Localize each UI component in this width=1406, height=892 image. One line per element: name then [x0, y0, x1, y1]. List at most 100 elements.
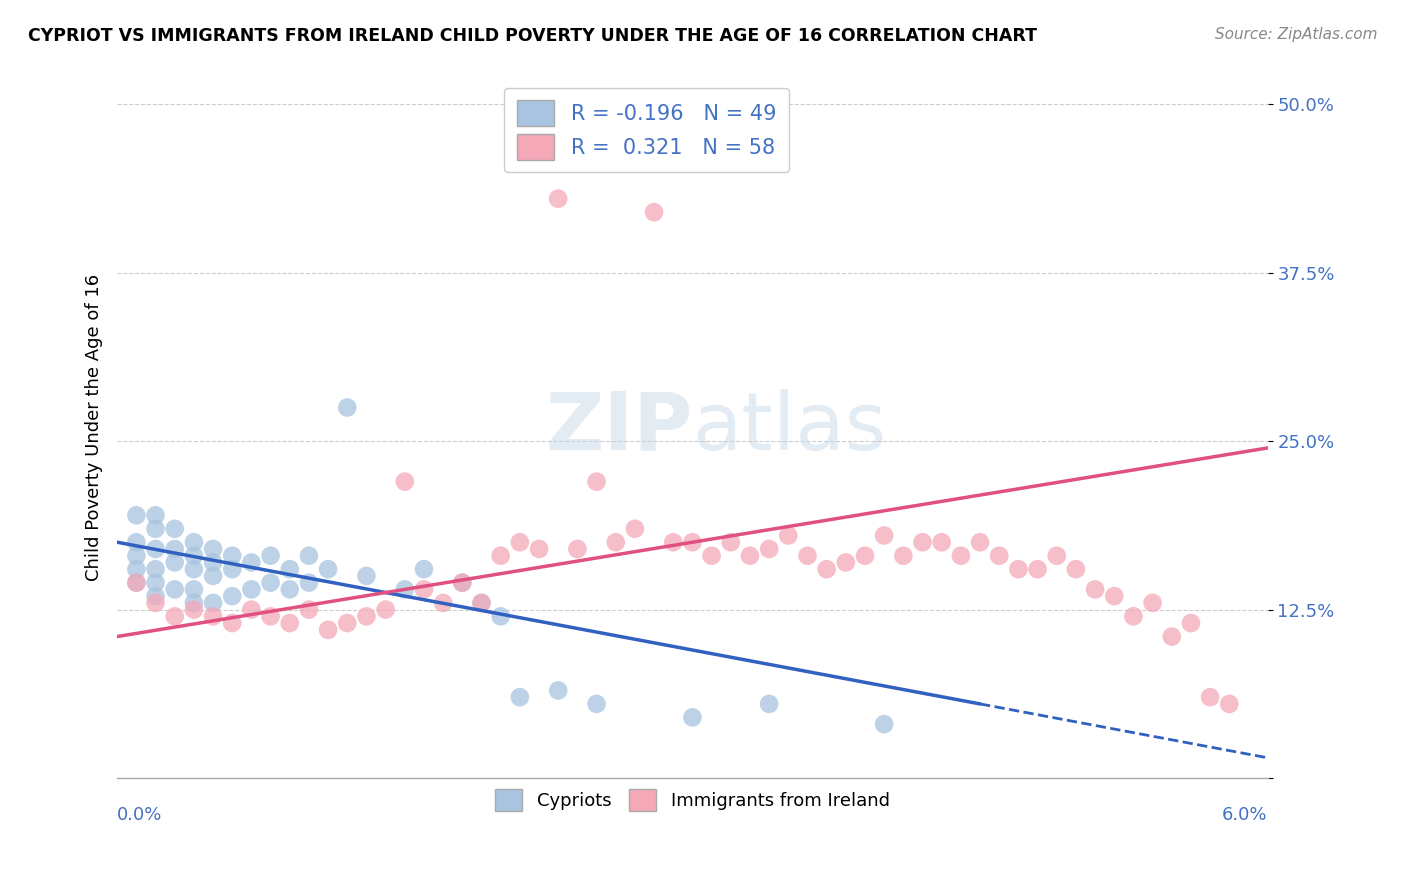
Text: atlas: atlas — [692, 389, 887, 467]
Y-axis label: Child Poverty Under the Age of 16: Child Poverty Under the Age of 16 — [86, 274, 103, 582]
Point — [183, 596, 205, 610]
Point — [1007, 562, 1029, 576]
Text: 0.0%: 0.0% — [117, 806, 163, 824]
Point — [988, 549, 1011, 563]
Point — [1122, 609, 1144, 624]
Point — [681, 535, 703, 549]
Point — [145, 508, 167, 523]
Text: 6.0%: 6.0% — [1222, 806, 1268, 824]
Point — [1084, 582, 1107, 597]
Point — [509, 535, 531, 549]
Point — [758, 697, 780, 711]
Point — [202, 609, 225, 624]
Point — [1218, 697, 1240, 711]
Point — [316, 623, 339, 637]
Point — [259, 549, 281, 563]
Point — [527, 541, 550, 556]
Point — [125, 549, 148, 563]
Text: Source: ZipAtlas.com: Source: ZipAtlas.com — [1215, 27, 1378, 42]
Point — [413, 562, 436, 576]
Point — [240, 556, 263, 570]
Point — [221, 549, 243, 563]
Point — [1142, 596, 1164, 610]
Point — [567, 541, 589, 556]
Point — [163, 522, 186, 536]
Point — [183, 535, 205, 549]
Point — [835, 556, 858, 570]
Point — [624, 522, 647, 536]
Point — [815, 562, 838, 576]
Point — [145, 541, 167, 556]
Point — [413, 582, 436, 597]
Point — [145, 596, 167, 610]
Point — [489, 609, 512, 624]
Point — [1104, 589, 1126, 603]
Point — [278, 582, 301, 597]
Point — [125, 575, 148, 590]
Point — [1046, 549, 1069, 563]
Point — [681, 710, 703, 724]
Point — [202, 541, 225, 556]
Point — [163, 556, 186, 570]
Point — [949, 549, 972, 563]
Point — [259, 575, 281, 590]
Point — [796, 549, 818, 563]
Point — [183, 582, 205, 597]
Point — [240, 602, 263, 616]
Point — [509, 690, 531, 705]
Point — [1199, 690, 1222, 705]
Point — [1026, 562, 1049, 576]
Point — [163, 609, 186, 624]
Point — [163, 582, 186, 597]
Text: CYPRIOT VS IMMIGRANTS FROM IRELAND CHILD POVERTY UNDER THE AGE OF 16 CORRELATION: CYPRIOT VS IMMIGRANTS FROM IRELAND CHILD… — [28, 27, 1038, 45]
Point — [183, 562, 205, 576]
Point — [394, 475, 416, 489]
Point — [356, 569, 378, 583]
Point — [356, 609, 378, 624]
Point — [183, 602, 205, 616]
Point — [221, 562, 243, 576]
Point — [336, 401, 359, 415]
Point — [125, 562, 148, 576]
Point — [605, 535, 627, 549]
Point — [221, 589, 243, 603]
Text: ZIP: ZIP — [546, 389, 692, 467]
Point — [316, 562, 339, 576]
Legend: Cypriots, Immigrants from Ireland: Cypriots, Immigrants from Ireland — [488, 781, 897, 818]
Point — [778, 528, 800, 542]
Point — [298, 602, 321, 616]
Point — [298, 549, 321, 563]
Point — [125, 575, 148, 590]
Point — [700, 549, 723, 563]
Point — [470, 596, 492, 610]
Point — [1160, 630, 1182, 644]
Point — [853, 549, 876, 563]
Point — [720, 535, 742, 549]
Point — [336, 616, 359, 631]
Point — [931, 535, 953, 549]
Point — [221, 616, 243, 631]
Point — [547, 192, 569, 206]
Point — [758, 541, 780, 556]
Point — [489, 549, 512, 563]
Point — [202, 556, 225, 570]
Point — [394, 582, 416, 597]
Point — [1064, 562, 1087, 576]
Point — [451, 575, 474, 590]
Point — [145, 575, 167, 590]
Point — [470, 596, 492, 610]
Point — [643, 205, 665, 219]
Point — [451, 575, 474, 590]
Point — [163, 541, 186, 556]
Point — [969, 535, 991, 549]
Point — [145, 562, 167, 576]
Point — [432, 596, 454, 610]
Point — [911, 535, 934, 549]
Point — [891, 549, 914, 563]
Point — [259, 609, 281, 624]
Point — [145, 522, 167, 536]
Point — [278, 616, 301, 631]
Point — [202, 569, 225, 583]
Point — [1180, 616, 1202, 631]
Point — [278, 562, 301, 576]
